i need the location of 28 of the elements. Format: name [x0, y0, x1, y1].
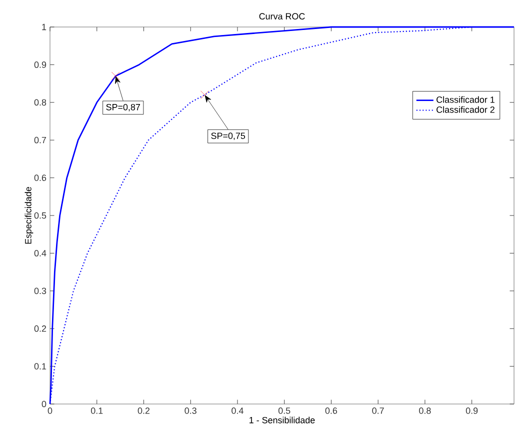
y-tick-label: 0.5 — [34, 212, 46, 219]
y-tick-label: 0.3 — [34, 288, 46, 294]
y-tick-label: 0.9 — [34, 62, 46, 68]
y-tick-label: 0.2 — [34, 325, 46, 332]
y-tick-label: 0.8 — [34, 99, 46, 106]
y-tick-label: 0.7 — [34, 136, 46, 144]
legend-label: Classificador 2 — [436, 106, 494, 113]
x-tick-label: 0.1 — [90, 408, 103, 414]
x-tick-label: 0.8 — [419, 408, 431, 414]
y-axis-title: Especificidade — [24, 186, 34, 244]
y-tick-label: 0.6 — [34, 174, 46, 181]
legend-label: Classificador 1 — [436, 96, 494, 103]
x-tick-label: 0.4 — [232, 408, 244, 414]
x-tick-label: 0 — [48, 408, 52, 414]
annotation: SP=0,75 — [211, 132, 246, 140]
x-tick-label: 0.3 — [184, 408, 196, 414]
x-tick-label: 0.2 — [138, 408, 150, 414]
y-tick-label: 0.4 — [34, 250, 46, 256]
y-tick-label: 0 — [42, 400, 46, 408]
y-tick-label: 1 — [42, 24, 46, 30]
x-tick-label: 0.9 — [466, 408, 478, 414]
chart-title: Curva ROC — [259, 13, 305, 20]
x-tick-label: 0.5 — [278, 408, 290, 414]
annotation: SP=0,87 — [106, 104, 140, 112]
x-axis-title: 1 - Sensibilidade — [250, 416, 315, 424]
x-tick-label: 0.7 — [372, 408, 384, 414]
x-tick-label: 0.6 — [325, 408, 338, 414]
y-tick-label: 0.1 — [34, 363, 46, 370]
